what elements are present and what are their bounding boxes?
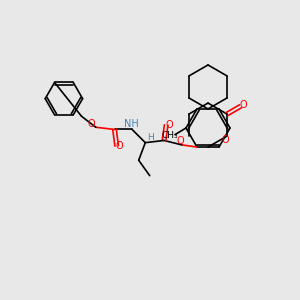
Text: O: O: [177, 136, 184, 146]
Text: O: O: [88, 119, 96, 129]
Text: O: O: [221, 135, 229, 145]
Text: CH₃: CH₃: [162, 131, 178, 140]
Text: H: H: [147, 133, 154, 142]
Text: NH: NH: [124, 119, 139, 130]
Text: O: O: [240, 100, 247, 110]
Text: O: O: [116, 141, 124, 151]
Text: O: O: [165, 120, 173, 130]
